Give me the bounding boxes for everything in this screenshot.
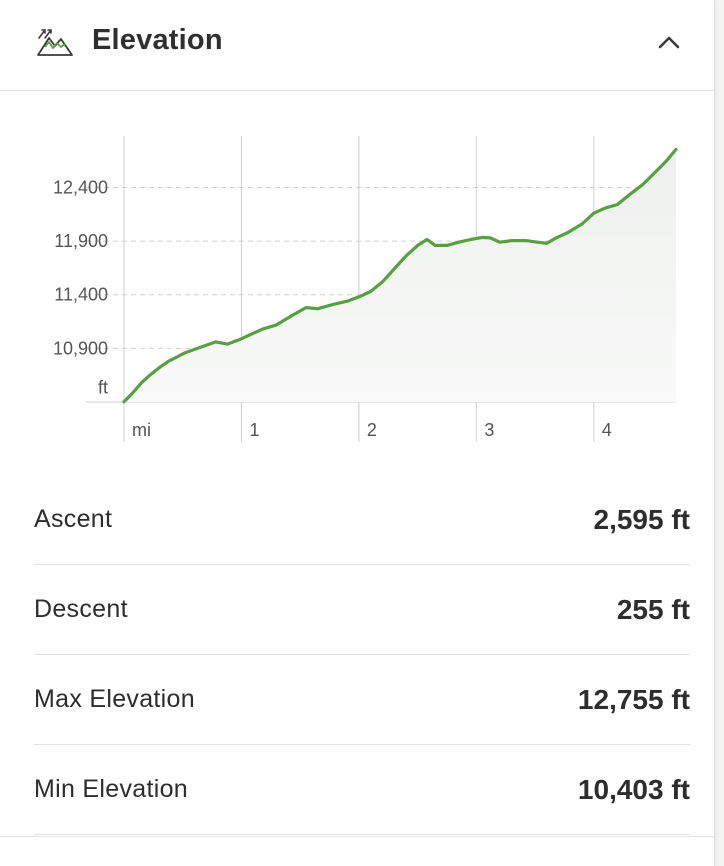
elevation-line: [122, 147, 678, 404]
panel-bottom-divider: [0, 836, 714, 837]
y-tick-label: 11,400: [54, 285, 108, 305]
y-tick-label: 11,900: [54, 231, 108, 251]
mountain-chart-icon: [36, 26, 74, 58]
elevation-chart-svg: 10,900 11,400 11,900 12,400 ft mi 1 2 3 4: [53, 136, 678, 442]
elevation-header[interactable]: Elevation: [0, 0, 714, 91]
elevation-chart[interactable]: 10,900 11,400 11,900 12,400 ft mi 1 2 3 4: [0, 120, 714, 460]
y-axis-unit-label: ft: [98, 377, 108, 397]
y-tick-label: 12,400: [53, 177, 108, 197]
x-tick-label: 2: [367, 420, 377, 440]
stat-row-ascent: Ascent 2,595 ft: [34, 475, 690, 565]
stat-value: 10,403 ft: [577, 773, 690, 805]
x-tick-label: mi: [132, 420, 151, 440]
x-tick-label: 1: [249, 420, 259, 440]
stat-row-max-elevation: Max Elevation 12,755 ft: [34, 655, 690, 745]
chevron-up-icon: [658, 36, 680, 49]
elevation-area: [124, 149, 676, 402]
x-tick-label: 3: [484, 420, 494, 440]
stat-label: Max Elevation: [34, 685, 195, 713]
y-tick-label: 10,900: [53, 338, 108, 358]
stats-list: Ascent 2,595 ft Descent 255 ft Max Eleva…: [34, 475, 690, 835]
collapse-button[interactable]: [652, 28, 686, 56]
x-tick-label: 4: [602, 420, 612, 440]
stat-value: 12,755 ft: [577, 683, 690, 715]
stat-value: 255 ft: [616, 593, 690, 625]
stat-label: Ascent: [34, 505, 113, 533]
stat-row-descent: Descent 255 ft: [34, 565, 690, 655]
stat-row-min-elevation: Min Elevation 10,403 ft: [34, 745, 690, 835]
panel-title: Elevation: [92, 24, 223, 56]
stat-label: Descent: [34, 595, 128, 623]
stat-label: Min Elevation: [34, 775, 188, 803]
stat-value: 2,595 ft: [593, 503, 691, 535]
